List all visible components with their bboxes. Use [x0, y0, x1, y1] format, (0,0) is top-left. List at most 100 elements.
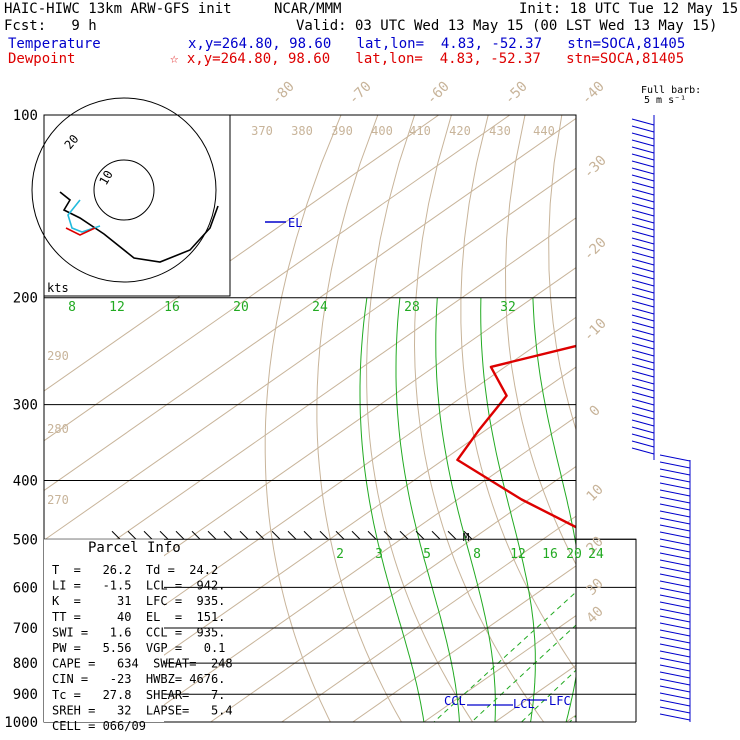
wind-barb — [631, 237, 655, 245]
pressure-tick-label: 900 — [13, 687, 38, 703]
dry-adiabat-line — [413, 115, 545, 722]
pressure-tick-label: 100 — [13, 108, 38, 124]
wind-barb — [631, 251, 655, 259]
wind-barb — [631, 412, 655, 420]
mixing-ratio-label-upper: 24 — [312, 300, 328, 315]
parcel-info-row: K = 31 LFC = 935. — [52, 594, 225, 608]
wind-barb — [659, 559, 691, 567]
wind-barb — [659, 482, 691, 490]
wind-barb — [631, 300, 655, 308]
wind-barb — [631, 293, 655, 301]
theta-label: 440 — [533, 124, 555, 138]
wind-barb — [631, 209, 655, 217]
wind-barb — [659, 615, 691, 623]
lower-panel-hatch — [271, 530, 281, 540]
wind-barb — [631, 391, 655, 399]
wind-barb — [659, 545, 691, 553]
wind-barb — [631, 272, 655, 280]
isotherm-line — [44, 217, 576, 591]
theta-label: 380 — [291, 124, 313, 138]
parcel-info-row: SWI = 1.6 CCL = 935. — [52, 625, 225, 639]
parcel-info-row: CAPE = 634 SWEAT= 248 — [52, 657, 233, 671]
wind-barb — [659, 587, 691, 595]
temperature-axis-label: -30 — [581, 153, 610, 182]
wind-barb — [631, 125, 655, 133]
hodograph-ring-label: 10 — [96, 168, 115, 188]
lower-panel-hatch — [431, 530, 441, 540]
mixing-ratio-label-lower: 16 — [542, 547, 558, 562]
mixing-ratio-label-upper: 8 — [68, 300, 76, 315]
wind-barb — [631, 153, 655, 161]
isotherm-line — [44, 167, 576, 541]
mixing-ratio-line — [471, 624, 576, 722]
parcel-info-row: Tc = 27.8 SHEAR= 7. — [52, 688, 225, 702]
wind-barb — [659, 671, 691, 679]
wind-barb — [631, 265, 655, 273]
isotherm-line — [708, 115, 740, 722]
mixing-ratio-label-upper: 20 — [233, 300, 249, 315]
lower-panel-hatch — [447, 530, 457, 540]
wind-barb — [659, 496, 691, 504]
wind-barb — [631, 223, 655, 231]
dry-adiabat-line — [264, 115, 342, 722]
wind-barb — [659, 468, 691, 476]
pressure-tick-label: 700 — [13, 621, 38, 637]
mixing-ratio-label-lower: 20 — [566, 547, 582, 562]
isotherm-line — [44, 115, 439, 392]
wind-barb — [631, 440, 655, 448]
wind-barb — [659, 503, 691, 511]
mixing-ratio-line — [692, 539, 740, 722]
theta-label: 400 — [371, 124, 393, 138]
temperature-axis-label: -40 — [579, 79, 608, 108]
temperature-axis-label: -70 — [346, 79, 375, 108]
mixing-ratio-label-upper: 28 — [404, 300, 420, 315]
wind-barb — [631, 174, 655, 182]
lower-panel-hatch — [335, 530, 345, 540]
wind-barb — [631, 258, 655, 266]
lower-panel-hatch — [111, 530, 121, 540]
mixing-ratio-label-upper: 12 — [109, 300, 125, 315]
theta-label: 390 — [331, 124, 353, 138]
pressure-tick-label: 1000 — [4, 715, 38, 731]
theta-label: 270 — [47, 493, 69, 507]
lower-panel-hatch — [127, 530, 137, 540]
barb-legend-line1: Full barb: — [641, 85, 702, 96]
wind-barb — [631, 426, 655, 434]
header-line2-left: Fcst: 9 h — [4, 18, 97, 34]
moist-adiabat-line — [435, 297, 496, 722]
dry-adiabat-line — [548, 115, 576, 432]
wind-barb — [631, 132, 655, 140]
lower-panel-hatch — [191, 530, 201, 540]
wind-barb — [659, 650, 691, 658]
dry-adiabat-line — [366, 115, 474, 722]
wind-barb — [659, 699, 691, 707]
pressure-tick-label: 800 — [13, 656, 38, 672]
lower-panel-hatch — [463, 530, 473, 540]
parcel-info-row: LI = -1.5 LCL = 942. — [52, 579, 225, 593]
wind-barb — [659, 531, 691, 539]
lower-panel-hatch — [159, 530, 169, 540]
dry-adiabat-line — [316, 115, 402, 722]
wind-barb — [631, 370, 655, 378]
isotherm-line — [494, 664, 576, 722]
temperature-axis-label: 40 — [584, 604, 607, 627]
dry-adiabat-line — [709, 115, 740, 722]
pressure-tick-label: 400 — [13, 473, 38, 489]
lower-panel-hatch — [223, 530, 233, 540]
isotherm-line — [44, 115, 511, 442]
wind-barb — [631, 314, 655, 322]
wind-barb — [659, 510, 691, 518]
lower-panel-hatch — [383, 530, 393, 540]
pressure-tick-label: 600 — [13, 580, 38, 596]
wind-barb — [659, 643, 691, 651]
wind-barb — [631, 384, 655, 392]
header-line1-left: HAIC-HIWC 13km ARW-GFS init — [4, 1, 232, 17]
dewpoint-info: ☆ x,y=264.80, 98.60 lat,lon= 4.83, -52.3… — [170, 51, 685, 67]
barb-legend-line2: 5 m s⁻¹ — [644, 95, 687, 106]
temperature-axis-label: 30 — [584, 576, 607, 599]
wind-barb — [659, 706, 691, 714]
wind-barb — [659, 475, 691, 483]
pressure-tick-label: 300 — [13, 398, 38, 414]
header-line1-center: NCAR/MMM — [274, 1, 342, 17]
isotherm-line — [210, 465, 576, 722]
